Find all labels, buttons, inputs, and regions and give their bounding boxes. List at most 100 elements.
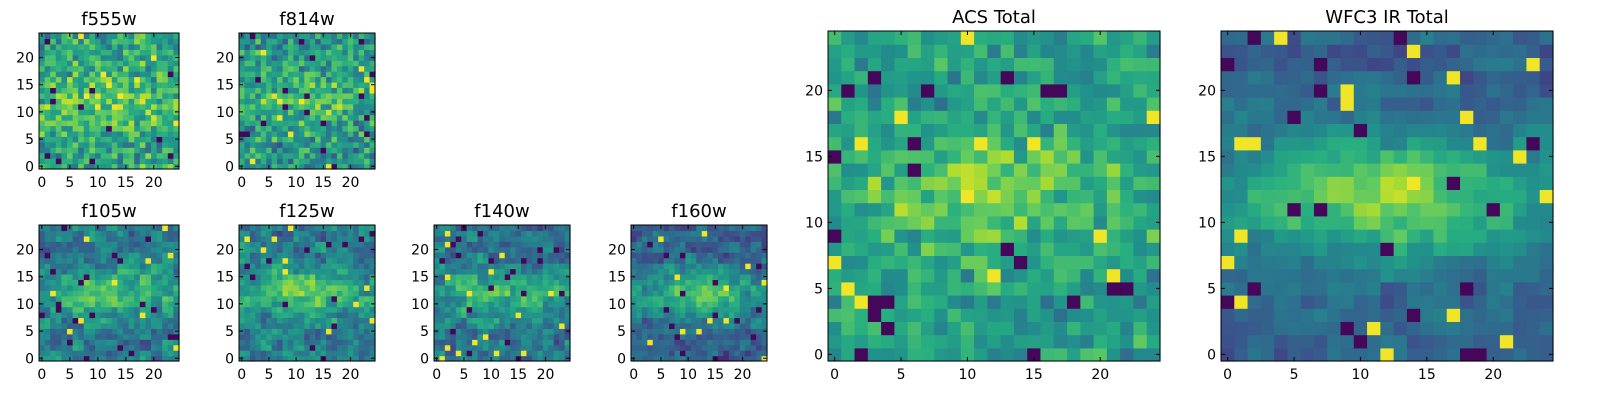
pixel	[304, 152, 311, 159]
pixel	[718, 252, 725, 259]
pixel	[652, 279, 659, 286]
pixel	[287, 252, 294, 259]
pixel	[244, 246, 251, 253]
pixel	[663, 350, 670, 357]
pixel	[309, 273, 316, 280]
pixel	[287, 268, 294, 275]
pixel	[723, 328, 730, 335]
pixel	[745, 252, 752, 259]
y-tick-label: 5	[225, 324, 234, 340]
pixel	[44, 355, 51, 362]
pixel	[287, 295, 294, 302]
pixel	[669, 328, 676, 335]
pixel	[960, 242, 975, 256]
pixel	[364, 252, 371, 259]
pixel	[260, 263, 267, 270]
pixel	[701, 235, 708, 242]
pixel	[287, 130, 294, 137]
pixel	[1380, 255, 1395, 270]
pixel	[50, 312, 57, 319]
pixel	[920, 97, 935, 111]
pixel	[117, 163, 124, 170]
pixel	[466, 295, 473, 302]
pixel	[111, 279, 118, 286]
pixel	[987, 163, 1002, 177]
pixel	[167, 252, 174, 259]
pixel	[298, 225, 305, 232]
axes-frame	[433, 224, 571, 362]
pixel	[304, 312, 311, 319]
pixel	[353, 257, 360, 264]
pixel	[271, 328, 278, 335]
pixel	[282, 54, 289, 61]
pixel	[151, 120, 158, 127]
pixel	[95, 306, 102, 313]
pixel	[309, 235, 316, 242]
pixel	[1446, 242, 1461, 256]
pixel	[553, 301, 560, 308]
pixel	[515, 333, 522, 340]
pixel	[515, 279, 522, 286]
pixel	[358, 317, 365, 324]
pixel	[1106, 295, 1121, 309]
pixel	[100, 273, 107, 280]
pixel	[369, 257, 376, 264]
pixel	[39, 290, 46, 297]
pixel	[526, 312, 533, 319]
pixel	[304, 98, 311, 105]
pixel	[128, 257, 135, 264]
pixel	[1260, 215, 1275, 230]
pixel	[745, 339, 752, 346]
pixel	[239, 114, 246, 121]
pixel	[260, 295, 267, 302]
pixel	[95, 130, 102, 137]
pixel	[515, 339, 522, 346]
pixel	[920, 334, 935, 349]
pixel	[167, 279, 174, 286]
x-tick-label: 10	[959, 367, 977, 383]
pixel	[353, 136, 360, 143]
pixel	[987, 268, 1002, 283]
pixel	[652, 322, 659, 329]
pixel	[477, 230, 484, 237]
pixel	[488, 290, 495, 297]
pixel	[89, 125, 96, 132]
pixel	[255, 268, 262, 275]
pixel	[521, 344, 528, 351]
pixel	[1053, 57, 1068, 72]
pixel	[78, 350, 85, 357]
pixel	[50, 141, 57, 148]
pixel	[128, 147, 135, 154]
pixel	[444, 263, 451, 270]
pixel	[353, 76, 360, 83]
pixel	[89, 136, 96, 143]
pixel	[369, 268, 376, 275]
pixel	[1274, 242, 1288, 256]
pixel	[1274, 255, 1288, 270]
pixel	[255, 317, 262, 324]
pixel	[145, 306, 152, 313]
pixel	[249, 225, 256, 232]
pixel	[151, 65, 158, 72]
pixel	[472, 246, 479, 253]
pixel	[353, 317, 360, 324]
pixel	[1093, 281, 1108, 296]
pixel	[277, 312, 284, 319]
pixel	[1234, 176, 1249, 190]
pixel	[139, 246, 146, 253]
pixel	[249, 350, 256, 357]
pixel	[277, 114, 284, 121]
pixel	[72, 312, 79, 319]
pixel	[1393, 189, 1408, 204]
pixel	[1420, 215, 1435, 230]
pixel	[1526, 295, 1541, 309]
pixel	[542, 290, 549, 297]
pixel	[734, 350, 741, 357]
pixel	[123, 81, 130, 88]
pixel	[1274, 229, 1288, 243]
pixel	[277, 295, 284, 302]
pixel	[701, 241, 708, 248]
pixel	[255, 225, 262, 232]
pixel	[685, 344, 692, 351]
pixel	[100, 141, 107, 148]
